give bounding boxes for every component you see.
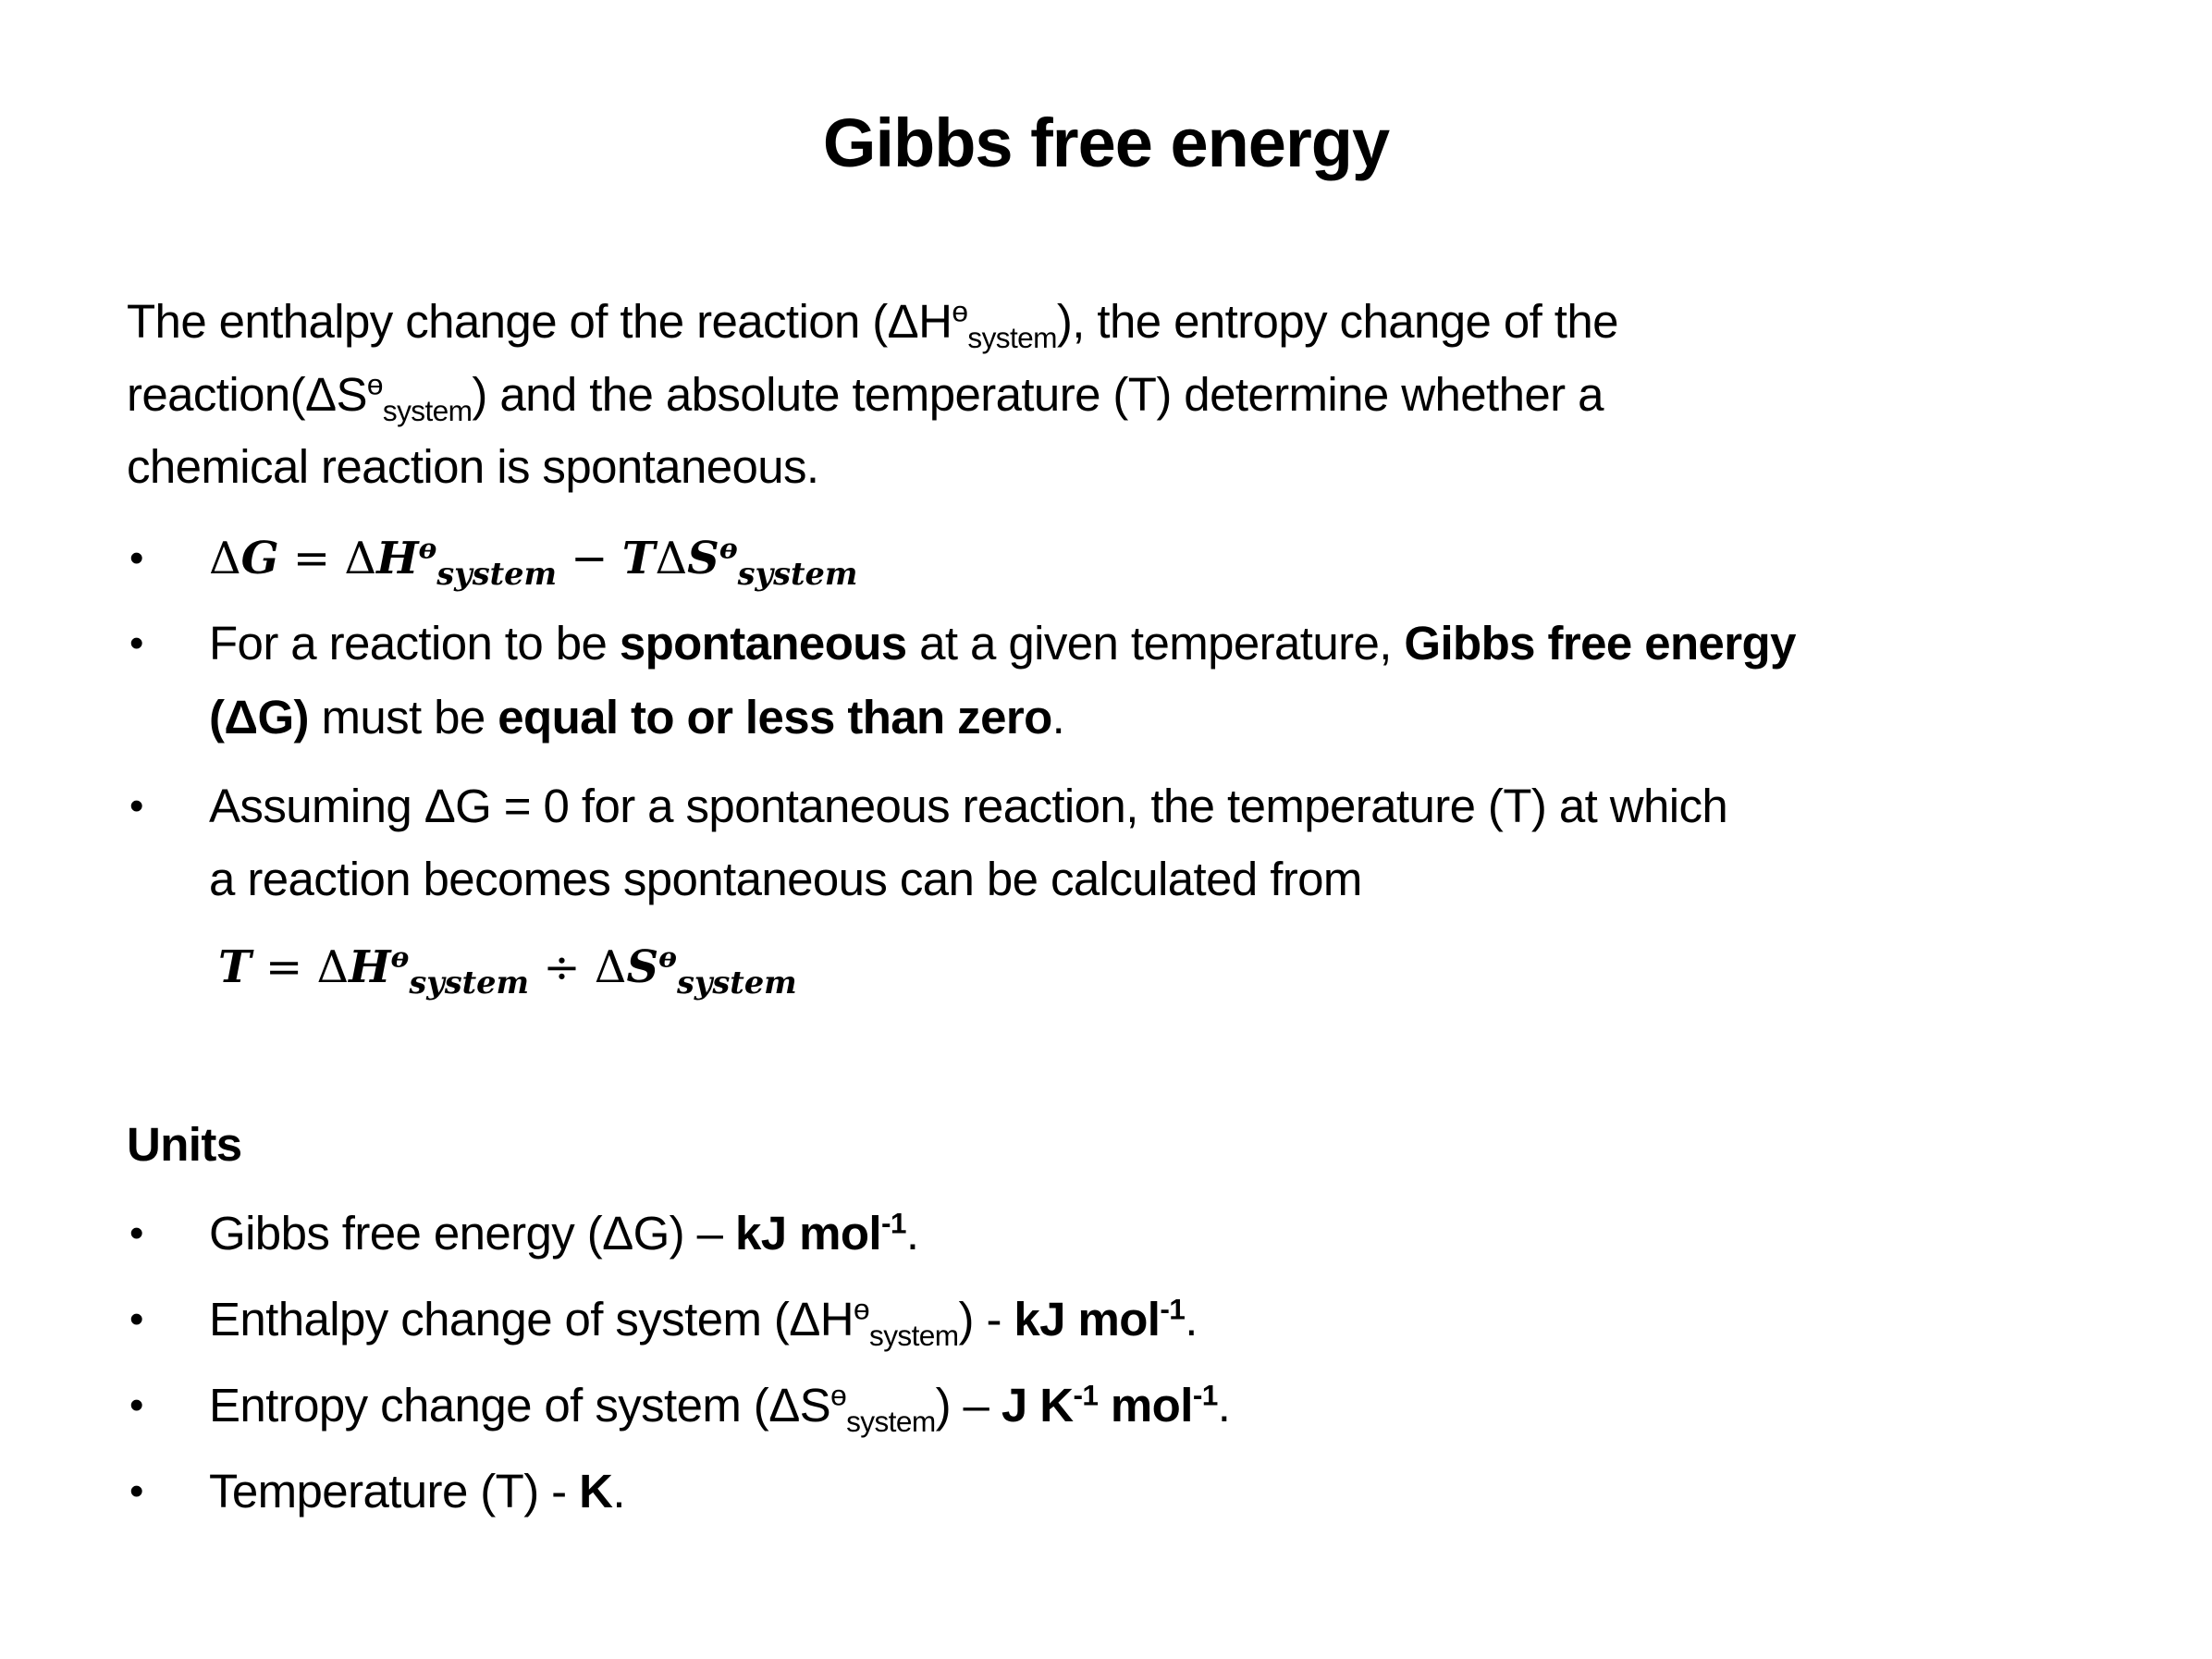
bullet-icon: • — [129, 783, 144, 829]
unit-gibbs: Gibbs free energy (ΔG) – kJ mol-1. — [209, 1206, 919, 1260]
unit-enthalpy: Enthalpy change of system (ΔHөsystem) - … — [209, 1292, 1198, 1353]
temperature-equation: T = ΔHөsystem ÷ ΔSөsystem — [218, 941, 797, 1001]
bullet-icon: • — [129, 1469, 144, 1514]
unit-temperature: Temperature (T) - K. — [209, 1465, 626, 1518]
spontaneity-line-2: (ΔG) must be equal to or less than zero. — [209, 691, 1065, 743]
gibbs-equation: ΔG = ΔHөsystem − TΔSөsystem — [209, 533, 858, 592]
unit-entropy: Entropy change of system (ΔSөsystem) – J… — [209, 1378, 1231, 1439]
bullet-icon: • — [129, 1296, 144, 1342]
intro-line-2: reaction(ΔSөsystem) and the absolute tem… — [127, 367, 1604, 428]
intro-line-1: The enthalpy change of the reaction (ΔHө… — [127, 294, 1618, 355]
spontaneity-line-1: For a reaction to be spontaneous at a gi… — [209, 617, 1796, 670]
bullet-icon: • — [129, 535, 144, 581]
bullet-icon: • — [129, 1382, 144, 1428]
bullet-icon: • — [129, 621, 144, 666]
units-heading: Units — [127, 1118, 242, 1171]
bullet-icon: • — [129, 1210, 144, 1256]
temperature-line-1: Assuming ΔG = 0 for a spontaneous reacti… — [209, 780, 1728, 832]
intro-line-3: chemical reaction is spontaneous. — [127, 440, 819, 493]
slide-title: Gibbs free energy — [822, 104, 1390, 181]
temperature-line-2: a reaction becomes spontaneous can be ca… — [209, 853, 1362, 905]
